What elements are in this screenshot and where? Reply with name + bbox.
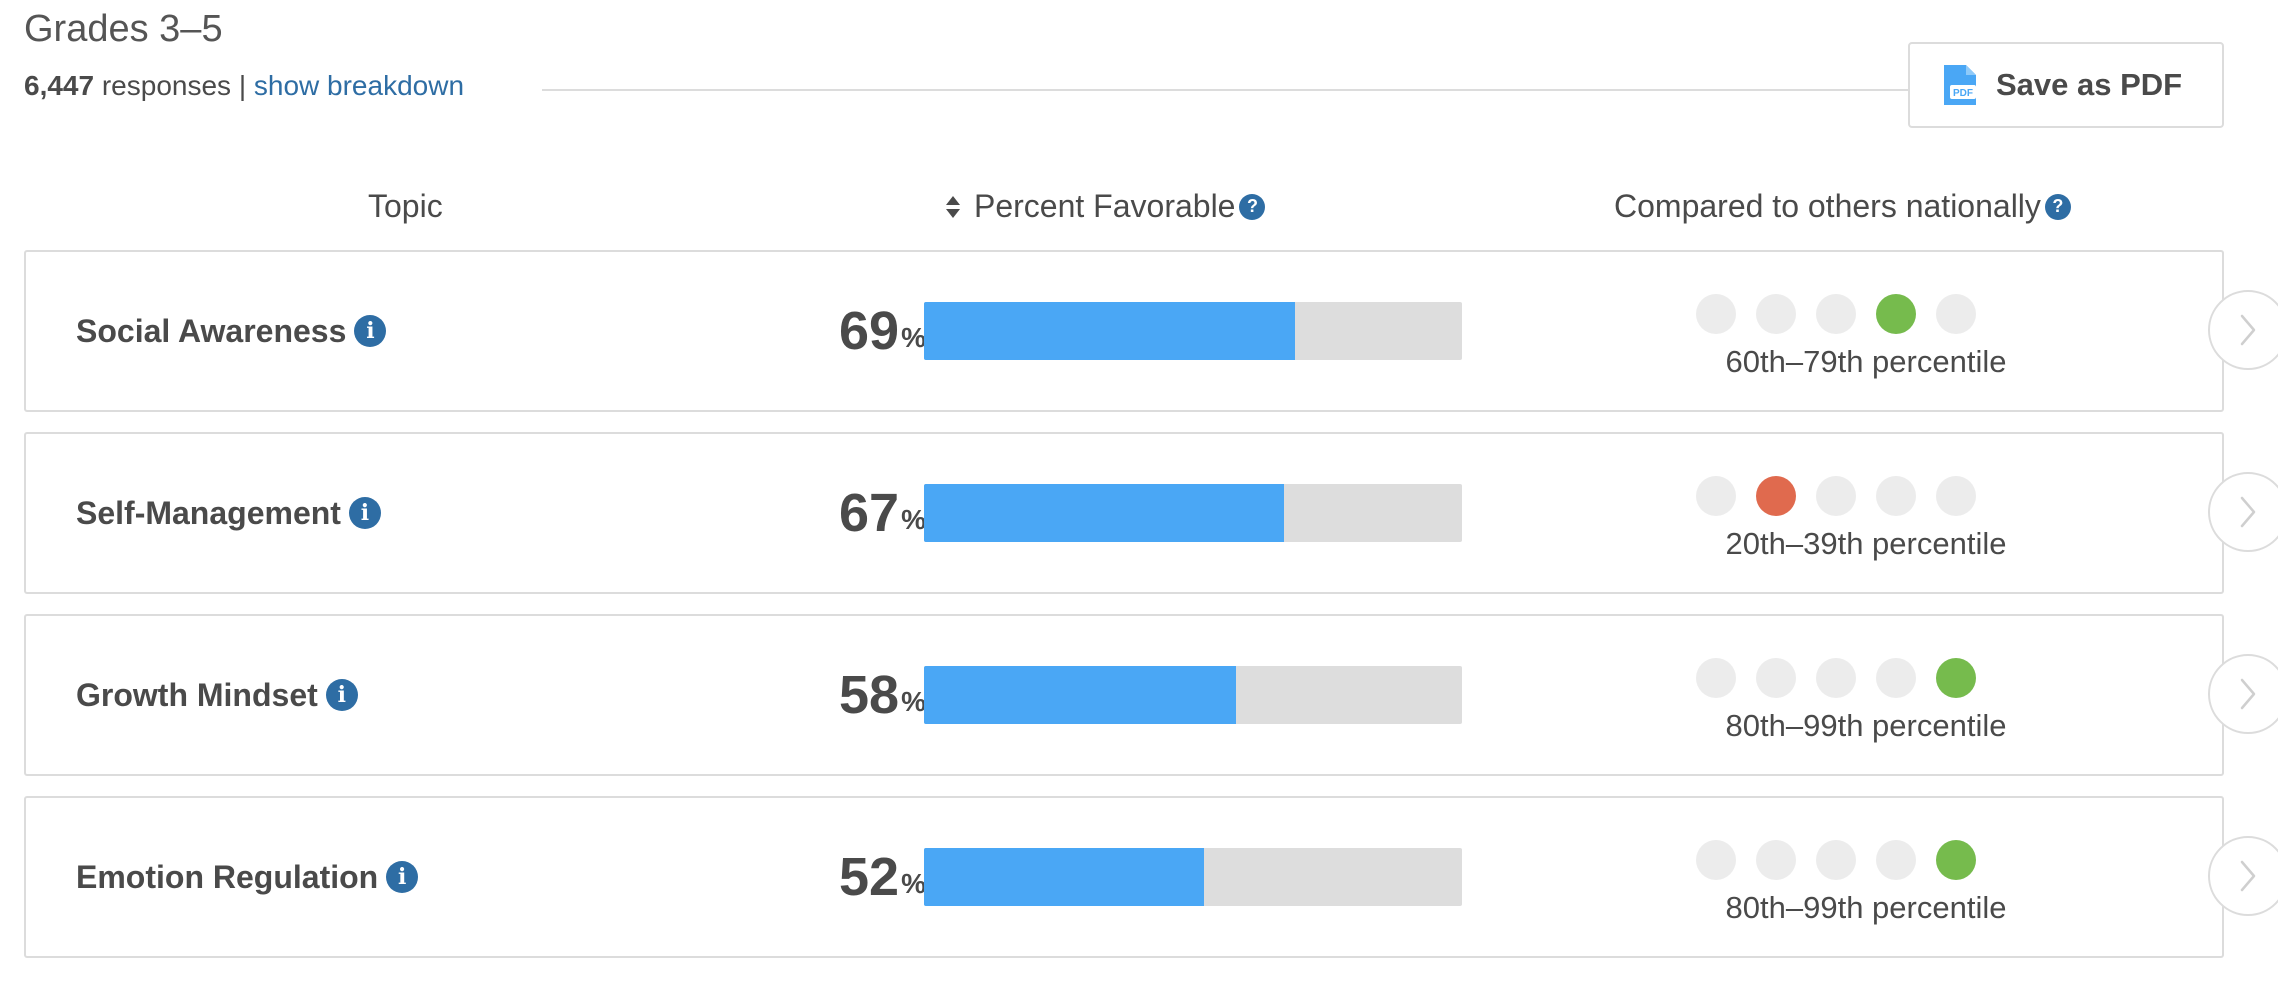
- percentile-dot: [1936, 476, 1976, 516]
- percentile-dots: [1696, 840, 1976, 880]
- favorable-bar-fill: [924, 848, 1204, 906]
- chevron-right-icon: [2240, 496, 2256, 528]
- topic-label: Social Awareness: [76, 312, 347, 349]
- svg-text:PDF: PDF: [1953, 88, 1973, 99]
- info-icon[interactable]: i: [325, 679, 358, 711]
- response-summary: 6,447 responses | show breakdown: [24, 70, 464, 102]
- save-as-pdf-label: Save as PDF: [1996, 67, 2183, 102]
- percentile-dot: [1876, 476, 1916, 516]
- page-title: Grades 3–5: [24, 8, 223, 50]
- chevron-right-icon: [2240, 314, 2256, 346]
- percentile-label: 60th–79th percentile: [1725, 344, 2007, 379]
- topic-label: Growth Mindset: [76, 676, 318, 713]
- percent-symbol: %: [901, 322, 926, 353]
- percent-number: 67: [839, 483, 900, 543]
- percentile-dot: [1936, 658, 1976, 698]
- percentile-dot: [1696, 476, 1736, 516]
- sort-icon[interactable]: [944, 194, 962, 220]
- percentile-dot: [1936, 840, 1976, 880]
- response-count: 6,447: [24, 70, 95, 101]
- favorable-bar-fill: [924, 302, 1296, 360]
- percentile-dots: [1696, 294, 1976, 334]
- percent-favorable-value: 69%: [839, 252, 926, 410]
- chevron-right-icon: [2240, 860, 2256, 892]
- row-detail-button[interactable]: [2208, 290, 2278, 370]
- percentile-dot: [1756, 840, 1796, 880]
- column-header-topic: Topic: [368, 188, 443, 225]
- topic-row[interactable]: Social Awareness i 69% 60th–79th percent…: [24, 250, 2278, 412]
- favorable-bar: [924, 302, 1462, 360]
- percent-favorable-value: 67%: [839, 434, 926, 592]
- percentile-dot: [1816, 476, 1856, 516]
- column-header-percent-favorable[interactable]: Percent Favorable ?: [944, 188, 1266, 225]
- percentile-dot: [1696, 294, 1736, 334]
- percent-number: 58: [839, 665, 900, 725]
- percentile-dot: [1696, 658, 1736, 698]
- show-breakdown-link[interactable]: show breakdown: [253, 70, 465, 101]
- chevron-right-icon: [2240, 678, 2256, 710]
- column-header-topic-label: Topic: [368, 188, 443, 224]
- percent-symbol: %: [901, 868, 926, 899]
- help-icon[interactable]: ?: [2044, 193, 2071, 220]
- topic-row[interactable]: Growth Mindset i 58% 80th–99th percentil…: [24, 614, 2278, 776]
- percentile-label: 80th–99th percentile: [1725, 890, 2007, 925]
- row-detail-button[interactable]: [2208, 836, 2278, 916]
- percentile-dot: [1876, 840, 1916, 880]
- percentile-dots: [1696, 476, 1976, 516]
- responses-label: responses |: [101, 70, 247, 101]
- percentile-dots: [1696, 658, 1976, 698]
- percentile-label: 20th–39th percentile: [1725, 526, 2007, 561]
- percentile-dot: [1756, 294, 1796, 334]
- topic-name: Growth Mindset i: [76, 616, 358, 774]
- percentile-dot: [1756, 476, 1796, 516]
- favorable-bar: [924, 484, 1462, 542]
- info-icon[interactable]: i: [348, 497, 381, 529]
- topic-row[interactable]: Self-Management i 67% 20th–39th percenti…: [24, 432, 2278, 594]
- topic-row[interactable]: Emotion Regulation i 52% 80th–99th perce…: [24, 796, 2278, 958]
- header-divider: [542, 89, 1908, 91]
- favorable-bar: [924, 848, 1462, 906]
- column-header-percent-label: Percent Favorable: [974, 188, 1236, 224]
- info-icon[interactable]: i: [386, 861, 419, 893]
- help-icon[interactable]: ?: [1239, 193, 1266, 220]
- percent-favorable-value: 58%: [839, 616, 926, 774]
- pdf-file-icon: PDF: [1944, 65, 1976, 105]
- percentile-label: 80th–99th percentile: [1725, 708, 2007, 743]
- row-detail-button[interactable]: [2208, 472, 2278, 552]
- percentile-dot: [1816, 658, 1856, 698]
- percentile-dot: [1876, 658, 1916, 698]
- favorable-bar-fill: [924, 484, 1285, 542]
- percent-number: 69: [839, 301, 900, 361]
- favorable-bar: [924, 666, 1462, 724]
- percentile-dot: [1816, 840, 1856, 880]
- topic-name: Self-Management i: [76, 434, 381, 592]
- column-header-compare-label: Compared to others nationally: [1614, 188, 2041, 224]
- percentile-dot: [1876, 294, 1916, 334]
- topic-label: Emotion Regulation: [76, 858, 379, 895]
- topic-label: Self-Management: [76, 494, 341, 531]
- info-icon[interactable]: i: [354, 315, 387, 347]
- percentile-dot: [1936, 294, 1976, 334]
- percent-symbol: %: [901, 504, 926, 535]
- topic-name: Social Awareness i: [76, 252, 387, 410]
- topic-name: Emotion Regulation i: [76, 798, 419, 956]
- percent-number: 52: [839, 847, 900, 907]
- percent-symbol: %: [901, 686, 926, 717]
- percentile-dot: [1696, 840, 1736, 880]
- percent-favorable-value: 52%: [839, 798, 926, 956]
- row-detail-button[interactable]: [2208, 654, 2278, 734]
- column-header-compared-nationally: Compared to others nationally ?: [1614, 188, 2071, 225]
- save-as-pdf-button[interactable]: PDF Save as PDF: [1908, 42, 2224, 128]
- percentile-dot: [1756, 658, 1796, 698]
- favorable-bar-fill: [924, 666, 1237, 724]
- percentile-dot: [1816, 294, 1856, 334]
